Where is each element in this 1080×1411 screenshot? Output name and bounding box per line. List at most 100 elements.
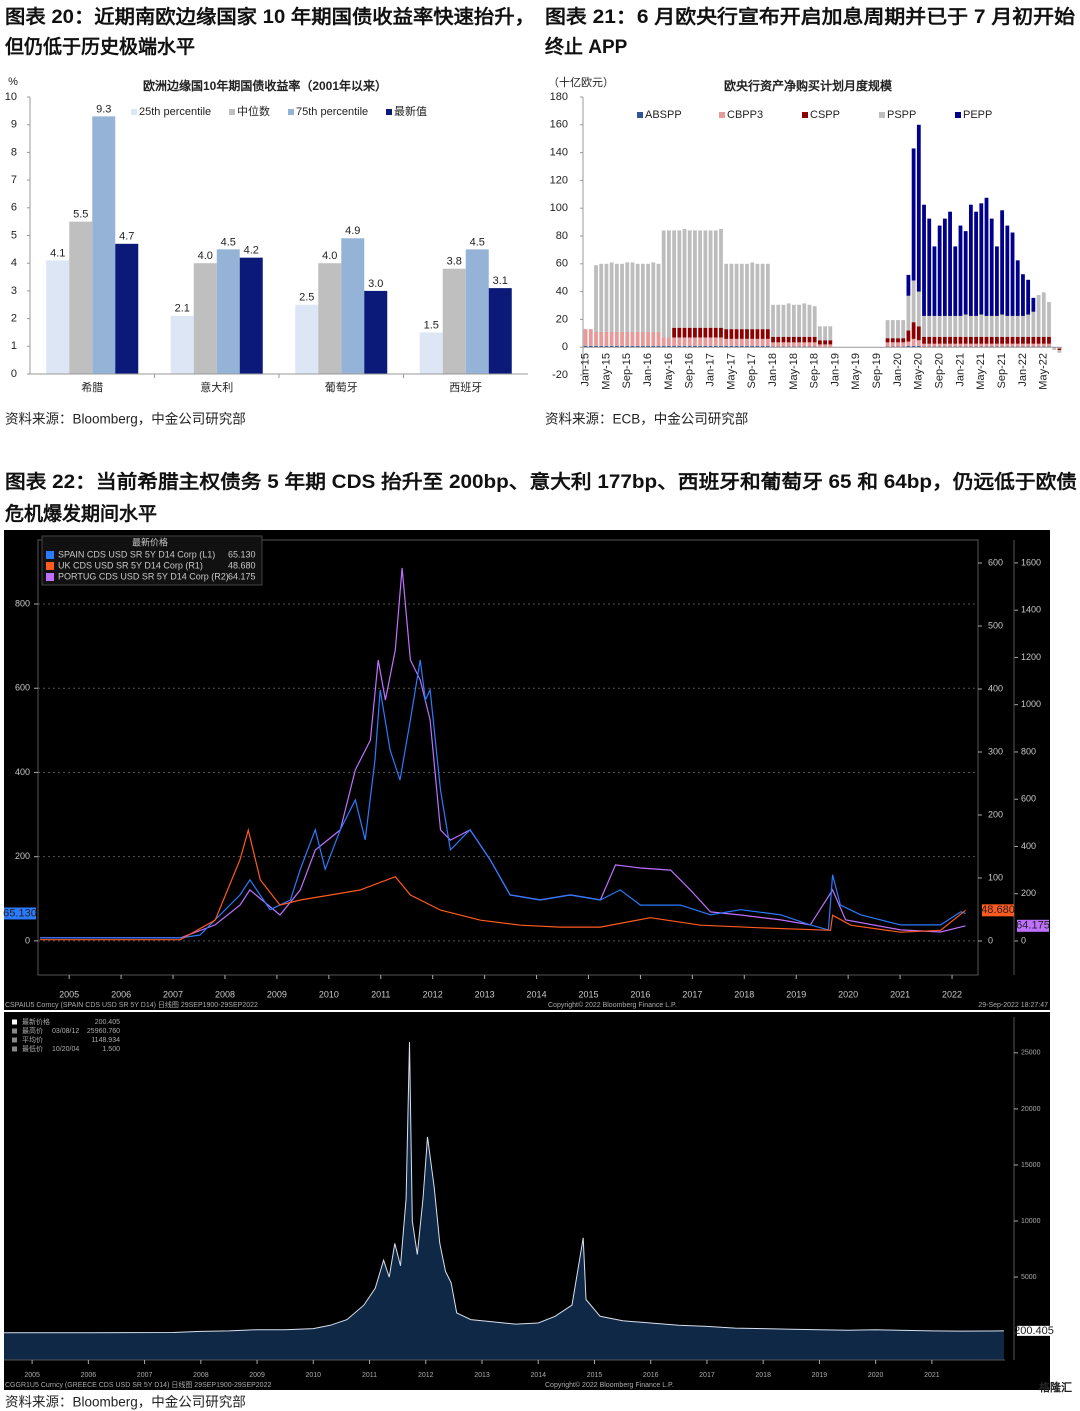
chart-title: 欧洲边缘国10年期国债收益率（2001年以来） [143,78,387,93]
bar-segment [823,344,828,348]
bar-segment [708,345,713,348]
x-tick-label: 2020 [838,989,858,999]
stat-value: 1148.934 [91,1037,120,1044]
bar-segment [786,336,791,343]
bar-segment [719,327,723,338]
y-tick-label: 60 [556,258,568,270]
bar-segment [713,327,718,338]
bar-segment [750,329,755,339]
bar-segment [802,336,807,343]
bar-segment [1015,315,1020,337]
bar-segment [817,326,822,341]
x-tick-label: May-17 [725,353,737,390]
x-tick-label: 2021 [924,1372,940,1379]
bar-segment [995,343,999,347]
stat-label: 最高价 [22,1026,43,1035]
chart-title: 欧央行资产净购买计划月度规模 [724,78,893,93]
bar-segment [677,345,682,348]
bar-segment [953,246,958,316]
y-tick-label: 600 [15,683,30,693]
bar-segment [1010,232,1015,316]
bar-segment [693,327,697,338]
y3-tick-label: 200 [1021,888,1036,898]
bar-segment [729,329,734,339]
y2-tick-label: 500 [988,620,1003,630]
bar-segment [911,345,916,348]
x-tick-label: 2008 [193,1372,209,1379]
x-tick-label: 2005 [24,1372,40,1379]
bar-segment [682,229,687,328]
series-line [40,567,966,939]
bar-segment [1047,336,1051,344]
bar-segment [937,315,942,337]
bar-segment [651,262,656,332]
y-tick-label: 160 [550,119,568,131]
bar-segment [719,229,723,328]
bar [364,290,388,374]
bar-segment [760,263,765,330]
bar [488,288,512,374]
bar-segment [823,340,828,345]
legend-swatch [637,112,643,118]
bar-segment [729,345,734,348]
bar-segment [1026,336,1031,344]
x-tick-label: Jan-16 [642,353,654,387]
bar-segment [719,337,723,346]
bar [239,257,263,374]
bar-segment [698,327,703,338]
bar-segment [911,322,916,339]
legend-swatch [46,551,54,559]
bar-segment [948,343,952,347]
legend-value: 48.680 [228,560,256,570]
bar-segment [1041,336,1046,344]
bar-segment [812,306,817,337]
bar-segment [667,345,671,348]
x-tick-label: 2013 [475,989,495,999]
bar-segment [989,315,994,337]
y-tick-label: 1 [11,340,17,352]
legend-label: SPAIN CDS USD SR 5Y D14 Corp (L1) [58,549,215,559]
x-tick-label: Jan-19 [829,353,841,387]
bar-segment [948,336,952,344]
bar-segment [958,336,963,344]
y-tick-label: 0 [11,368,17,380]
data-label: 3.1 [493,275,508,287]
bar-segment [968,204,973,316]
bar-segment [1015,343,1020,347]
bar-segment [620,331,624,346]
bar-segment [927,343,932,347]
figure-title: 图表 20：近期南欧边缘国家 10 年期国债收益率快速抬升， [5,5,535,28]
bar-segment [703,327,708,338]
bar-segment [932,315,937,337]
x-tick-label: May-19 [850,353,862,390]
bar-segment [948,315,952,337]
x-tick-label: Sep-19 [871,353,883,388]
bar-segment [677,230,682,328]
bar-segment [968,336,973,344]
stat-marker [12,1037,17,1043]
data-label: 4.2 [244,245,259,257]
bar-segment [630,345,635,348]
bar-segment [667,337,671,346]
bar-segment [1005,315,1010,337]
last-value-tag [1017,1325,1051,1336]
bar-segment [776,336,781,343]
bar-segment [896,338,900,343]
bar-segment [719,345,723,348]
bar-segment [713,337,718,346]
last-value-label: 64.175 [1016,920,1050,932]
bar-segment [755,345,760,348]
x-tick-label: Sep-15 [621,353,633,388]
plot-frame [37,539,979,976]
bar-segment [729,338,734,346]
source: 资料来源：ECB，中金公司研究部 [545,412,748,427]
x-tick-label: 2007 [163,989,183,999]
bar-segment [708,230,713,328]
x-tick-label: 2015 [587,1372,603,1379]
bar-segment [890,320,895,339]
bar-segment [916,124,921,292]
bar-segment [760,338,765,346]
bar-segment [979,314,984,337]
bar-segment [1057,349,1062,353]
data-label: 3.0 [368,278,383,290]
